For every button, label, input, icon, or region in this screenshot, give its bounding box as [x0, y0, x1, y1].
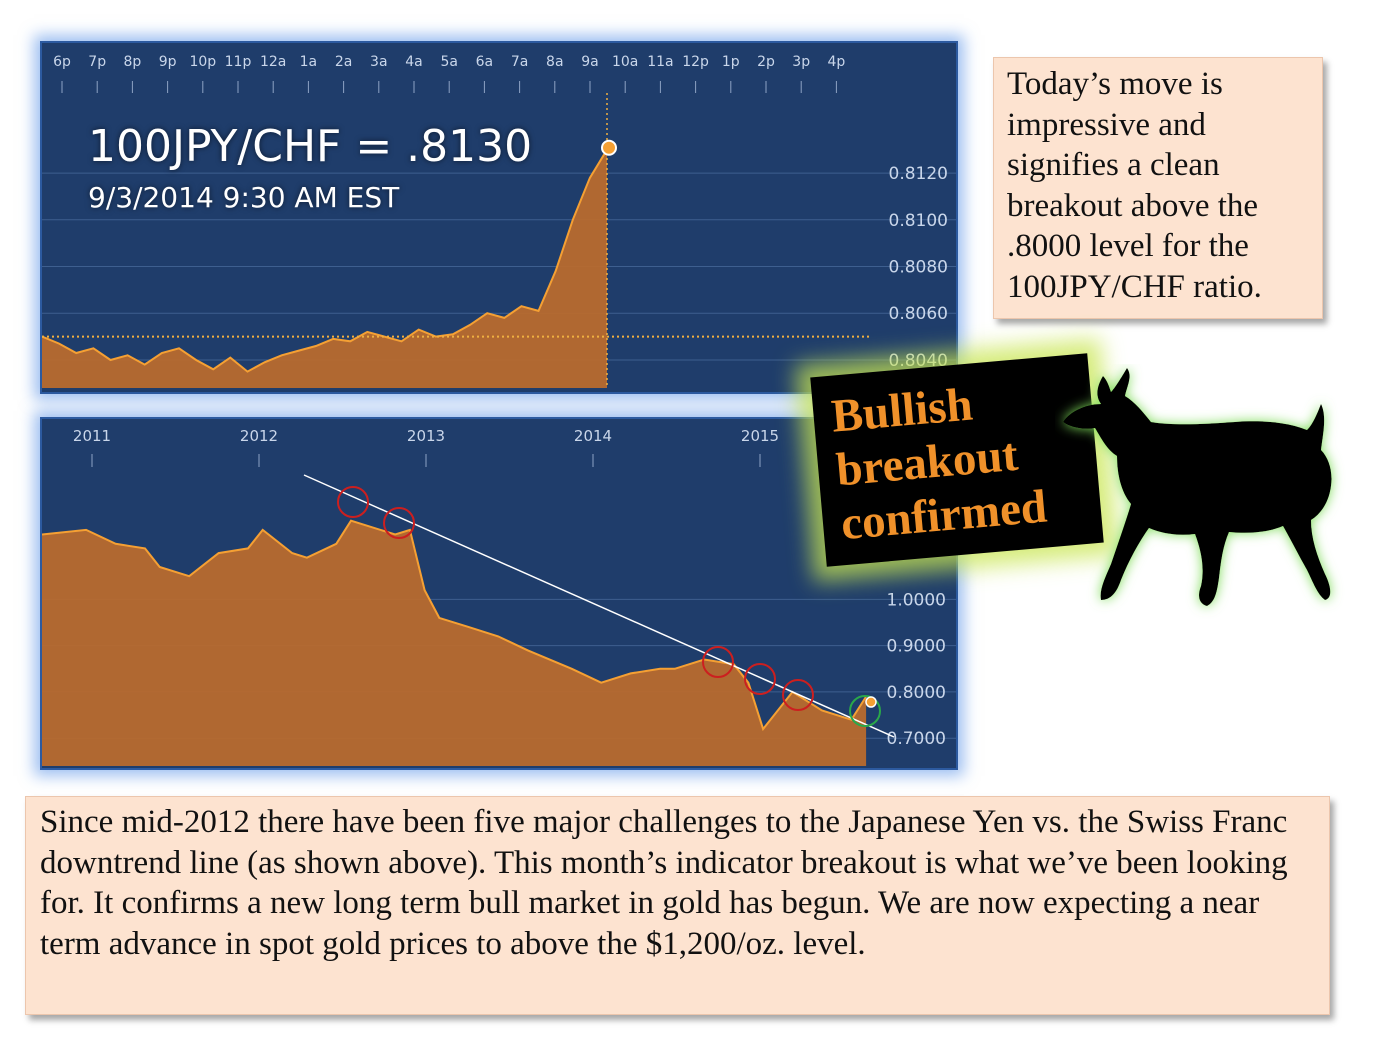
bottom-note: Since mid-2012 there have been five majo… — [25, 796, 1330, 1015]
bull-icon — [1063, 368, 1332, 606]
y-tick-label: 0.8120 — [889, 164, 948, 184]
x-tick-label: 8p — [124, 54, 142, 70]
x-tick-label: 8a — [546, 54, 564, 70]
x-tick-label: 5a — [440, 54, 458, 70]
x-tick-label: 6p — [53, 54, 71, 70]
intraday-area — [42, 149, 607, 388]
longterm-line — [42, 519, 867, 732]
challenge-circle — [744, 663, 776, 695]
y-tick-label: 0.8000 — [887, 683, 946, 703]
x-tick-label: 1p — [722, 54, 740, 70]
downtrend-line — [303, 474, 895, 738]
last-price-dot — [865, 696, 877, 708]
challenge-circle — [782, 679, 814, 711]
breakout-circle — [849, 695, 881, 727]
x-tick-label: 2p — [757, 54, 775, 70]
x-tick-label: 1a — [300, 54, 318, 70]
side-note: Today’s move is impressive and signifies… — [993, 57, 1323, 319]
x-tick-label: 7a — [511, 54, 528, 70]
x-tick-label: 7p — [88, 54, 106, 70]
y-tick-label: 0.8100 — [889, 211, 948, 231]
longterm-area — [42, 520, 867, 766]
longterm-chart: 2011 2012 2013 2014 2015 1.0000 0.9000 0.8000 0.… — [42, 427, 956, 766]
x-tick-label: 3p — [792, 54, 810, 70]
x-tick-label: 2012 — [240, 427, 278, 445]
x-tick-label: 11p — [225, 54, 252, 70]
last-price-dot — [601, 139, 617, 156]
y-tick-label: 0.8080 — [889, 258, 948, 278]
x-tick-label: 2014 — [574, 427, 612, 445]
intraday-chart-panel: 6p 7p 8p 9p 10p 11p 12a 1a 2a 3a 4a 5a 6a 7a 8a 9a 10a 11… — [40, 41, 958, 394]
x-tick-label: 2011 — [73, 427, 111, 445]
x-tick-label: 2013 — [407, 427, 445, 445]
challenge-circle — [337, 486, 369, 518]
x-tick-label: 9a — [581, 54, 599, 70]
x-tick-label: 11a — [647, 54, 673, 70]
y-tick-label: 1.0000 — [887, 590, 946, 610]
x-tick-label: 4p — [828, 54, 846, 70]
y-tick-label: 0.8060 — [889, 304, 948, 324]
challenge-circle — [702, 646, 734, 678]
x-tick-label: 2a — [335, 54, 353, 70]
y-tick-label: 0.7000 — [887, 729, 946, 749]
intraday-chart: 6p 7p 8p 9p 10p 11p 12a 1a 2a 3a 4a 5a 6a 7a 8a 9a 10a 11… — [42, 54, 956, 388]
price-headline: 100JPY/CHF = .8130 — [88, 121, 533, 172]
y-tick-label: 0.9000 — [887, 637, 946, 657]
x-tick-label: 10p — [189, 54, 216, 70]
x-tick-label: 12p — [682, 54, 709, 70]
challenge-circle — [383, 507, 415, 539]
x-tick-label: 2015 — [741, 427, 779, 445]
price-timestamp: 9/3/2014 9:30 AM EST — [88, 181, 400, 214]
x-tick-label: 12a — [260, 54, 286, 70]
x-tick-label: 10a — [612, 54, 638, 70]
x-tick-label: 9p — [159, 54, 177, 70]
x-tick-label: 3a — [370, 54, 388, 70]
longterm-chart-panel: 2011 2012 2013 2014 2015 1.0000 0.9000 0.8000 0.… — [40, 417, 958, 770]
x-tick-label: 4a — [405, 54, 423, 70]
intraday-line — [42, 149, 608, 373]
x-tick-label: 6a — [476, 54, 494, 70]
